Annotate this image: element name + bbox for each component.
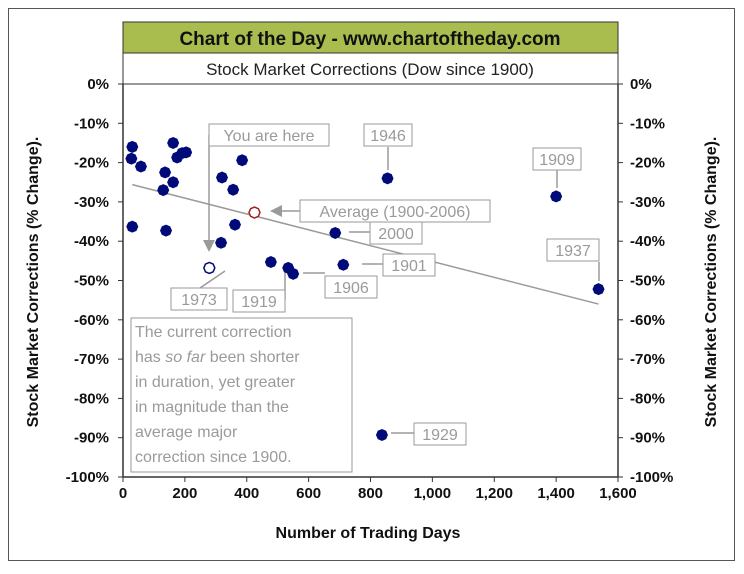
note-line: The current correction	[135, 324, 292, 341]
chart-frame	[8, 8, 735, 561]
label-2000-label: 2000	[378, 226, 414, 243]
y-tick-label: 0%	[87, 76, 109, 93]
x-tick-label: 1,400	[537, 485, 575, 502]
label-average-label: Average (1900-2006)	[320, 204, 471, 221]
note-line: in magnitude than the	[135, 399, 289, 416]
data-point	[337, 258, 350, 271]
data-point	[228, 218, 241, 231]
label-2000-box	[369, 221, 423, 245]
note-box: The current correction has so far been s…	[130, 317, 353, 473]
y-tick-label-right: -90%	[630, 430, 665, 447]
data-point	[125, 152, 138, 165]
data-point	[126, 220, 139, 233]
data-point	[329, 226, 342, 239]
label-1919-box	[232, 289, 286, 313]
label-1929-label: 1929	[422, 427, 458, 444]
label-1901-box	[382, 253, 436, 277]
label-1906-label: 1906	[333, 280, 369, 297]
x-tick-label: 1,200	[475, 485, 513, 502]
data-point	[287, 267, 300, 280]
x-tick-label: 200	[172, 485, 197, 502]
data-point	[134, 160, 147, 173]
y-tick-label: -90%	[74, 430, 109, 447]
label-1901-label: 1901	[391, 258, 427, 275]
label-1929-box	[413, 422, 467, 446]
label-1946-box	[363, 123, 413, 147]
label-1937-box	[546, 238, 600, 262]
y-tick-label-right: -10%	[630, 115, 665, 132]
note-line: has so far been shorter	[135, 349, 300, 366]
y-tick-label: -50%	[74, 273, 109, 290]
data-point	[126, 140, 139, 153]
trend-line	[132, 183, 599, 305]
x-tick-label: 600	[296, 485, 321, 502]
y-tick-label: -10%	[74, 115, 109, 132]
data-point	[375, 428, 388, 441]
data-point	[227, 183, 240, 196]
average-point	[248, 206, 261, 219]
y-tick-label-right: -70%	[630, 351, 665, 368]
data-point	[264, 256, 277, 269]
data-point	[236, 154, 249, 167]
y-tick-label-right: 0%	[630, 76, 652, 93]
leader-line	[199, 270, 226, 289]
current-point	[203, 261, 216, 275]
title-bar	[122, 52, 619, 85]
y-axis-label: Stock Market Corrections (% Change).	[25, 137, 42, 428]
y-axis-label-right: Stock Market Corrections (% Change).	[703, 137, 720, 428]
y-tick-label: -20%	[74, 155, 109, 172]
data-point	[157, 184, 170, 197]
data-point	[180, 146, 193, 159]
note-line: average major	[135, 424, 238, 441]
x-tick-label: 1,000	[414, 485, 452, 502]
chart-title: Stock Market Corrections (Dow since 1900…	[206, 60, 534, 79]
label-1919-label: 1919	[241, 294, 277, 311]
x-tick-label: 800	[358, 485, 383, 502]
you-are-here-box	[208, 123, 330, 147]
label-1973-box	[170, 287, 228, 311]
x-tick-label: 1,600	[599, 485, 637, 502]
note-line: correction since 1900.	[135, 449, 292, 466]
label-1909-label: 1909	[539, 152, 575, 169]
label-1937-label: 1937	[555, 243, 591, 260]
data-point	[216, 171, 228, 184]
y-tick-label-right: -80%	[630, 390, 665, 407]
y-tick-label-right: -40%	[630, 233, 665, 250]
y-tick-label-right: -100%	[630, 469, 673, 486]
data-point	[167, 136, 180, 149]
x-tick-label: 0	[119, 485, 127, 502]
y-tick-label: -70%	[74, 351, 109, 368]
y-tick-label-right: -50%	[630, 273, 665, 290]
data-point	[215, 236, 228, 249]
y-tick-label-right: -60%	[630, 312, 665, 329]
label-1906-box	[324, 275, 378, 299]
you-are-here-label: You are here	[223, 128, 314, 145]
x-tick-label: 400	[234, 485, 259, 502]
arrow-down-icon	[203, 240, 215, 252]
y-tick-label: -40%	[74, 233, 109, 250]
label-1946-label: 1946	[370, 128, 406, 145]
y-tick-label: -60%	[74, 312, 109, 329]
data-point	[159, 166, 172, 179]
data-point	[160, 224, 173, 237]
note-line: in duration, yet greater	[135, 374, 296, 391]
arrow-left-icon	[270, 205, 282, 217]
data-point	[167, 176, 180, 189]
data-point	[592, 283, 605, 296]
y-tick-label: -80%	[74, 390, 109, 407]
y-tick-label: -100%	[66, 469, 109, 486]
data-point	[381, 172, 394, 185]
label-1973-label: 1973	[181, 292, 217, 309]
data-point	[550, 190, 563, 203]
label-1909-box	[532, 147, 582, 171]
y-tick-label-right: -30%	[630, 194, 665, 211]
y-tick-label: -30%	[74, 194, 109, 211]
y-tick-label-right: -20%	[630, 155, 665, 172]
x-axis-label: Number of Trading Days	[276, 525, 461, 542]
chart-header: Chart of the Day - www.chartoftheday.com	[179, 29, 560, 50]
